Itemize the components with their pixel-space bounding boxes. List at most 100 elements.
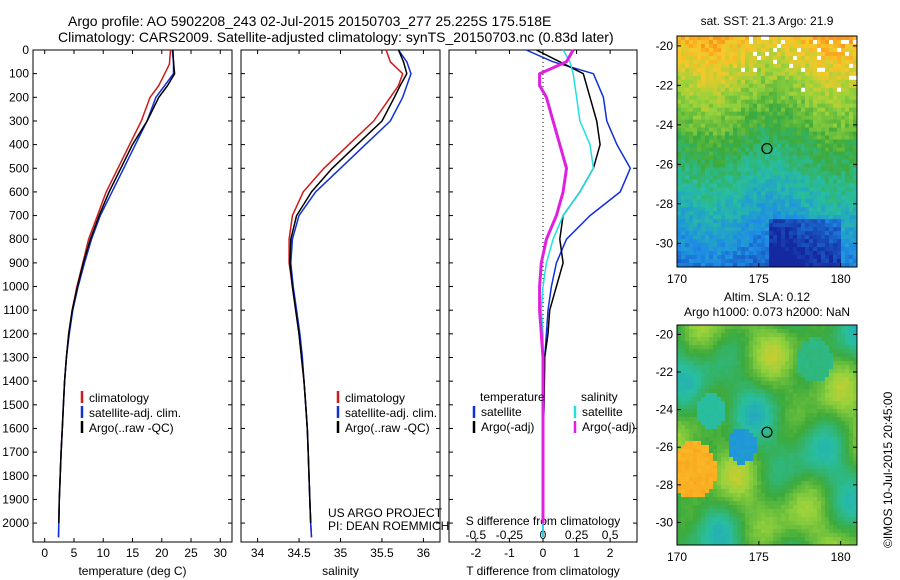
legend-satellite: satellite-adj. clim. [89,406,181,420]
y-tick-label: 1500 [2,398,29,412]
credit-line-2: PI: DEAN ROEMMICH [328,519,449,533]
y-tick-label: 300 [9,114,29,128]
legend-sal-argo: Argo(-adj) [582,420,635,434]
x-tick-label: 10 [97,546,111,560]
map-y-tick-label: -28 [656,478,674,492]
y-tick-label: 1200 [2,327,29,341]
map-y-tick-label: -26 [656,440,674,454]
plot-area [240,49,441,543]
map-frame [676,35,858,268]
x-tick-label: 25 [184,546,198,560]
legend-group-temperature: temperature [480,390,545,404]
map-y-tick-label: -28 [656,197,674,211]
x-axis-label: T difference from climatology [466,564,620,578]
imos-stamp: ©IMOS 10-Jul-2015 20:45:00 [881,391,895,548]
sla-map: 170 175 180 -20 -22 -24 -26 -28 -30 [656,324,858,564]
secondary-x-tick-label: 0.25 [565,528,589,542]
legend-climatology: climatology [89,391,149,405]
sla-map-subtitle: Argo h1000: 0.073 h2000: NaN [684,305,850,319]
x-tick-label: 0 [41,546,48,560]
y-tick-label: 1000 [2,280,29,294]
x-tick-label: 5 [71,546,78,560]
y-tick-label: 800 [9,232,29,246]
legend-climatology: climatology [345,391,405,405]
x-tick-label: 35.5 [370,546,394,560]
y-tick-label: 1900 [2,492,29,506]
legend-argo: Argo(..raw -QC) [89,421,174,435]
map-frame [676,324,858,546]
y-tick-label: 1100 [3,303,29,317]
heatmap-cells [677,36,858,268]
y-tick-label: 1700 [2,445,29,459]
sst-map: 170 175 180 -20 -22 -24 -26 -28 -30 [656,35,858,286]
salinity-legend: climatology satellite-adj. clim. Argo(..… [336,391,437,435]
x-tick-label: 0 [540,546,547,560]
y-tick-label: 700 [9,209,29,223]
map-y-tick-label: -20 [656,327,674,341]
map-y-tick-label: -24 [656,118,674,132]
x-tick-label: 34.5 [287,546,311,560]
series-line-argoadj [538,49,575,524]
map-y-tick-label: -22 [656,78,674,92]
heatmap-cells [677,325,858,546]
y-tick-label: 400 [9,138,29,152]
map-x-tick-label: 170 [667,550,687,564]
y-tick-label: 1300 [2,351,29,365]
x-tick-label: 34 [251,546,265,560]
y-tick-label: 200 [9,90,29,104]
x-tick-label: 20 [155,546,169,560]
secondary-x-tick-label: -0.5 [466,528,487,542]
y-tick-label: 600 [9,185,29,199]
map-y-tick-label: -30 [656,236,674,250]
y-tick-label: 900 [9,256,29,270]
y-tick-label: 1800 [2,469,29,483]
header-line-1: Argo profile: AO 5902208_243 02-Jul-2015… [68,13,551,29]
legend-group-salinity: salinity [581,390,618,404]
map-y-tick-label: -26 [656,157,674,171]
legend-temp-satellite: satellite [481,405,522,419]
y-tick-label: 1400 [2,374,29,388]
sla-map-title: Altim. SLA: 0.12 [724,290,810,304]
y-tick-label: 1600 [2,421,29,435]
map-y-tick-label: -24 [656,403,674,417]
x-tick-label: -1 [504,546,515,560]
y-tick-label: 100 [9,67,29,81]
x-tick-label: 36 [417,546,431,560]
secondary-x-tick-label: 0.5 [602,528,619,542]
map-x-tick-label: 170 [667,272,687,286]
difference-legend: temperature satellite Argo(-adj) salinit… [472,390,635,434]
temperature-legend: climatology satellite-adj. clim. Argo(..… [80,391,181,435]
x-axis-label: temperature (deg C) [78,564,186,578]
y-tick-label: 2000 [2,516,29,530]
x-tick-label: 35 [334,546,348,560]
x-axis-label: salinity [322,564,359,578]
series-line-argoadj [535,49,601,524]
series-line-argorawqc [58,49,176,524]
temperature-panel: 0 5 10 15 20 25 300100200300400500600700800900… [2,43,233,578]
map-y-tick-label: -20 [656,39,674,53]
x-tick-label: 30 [214,546,228,560]
legend-sal-satellite: satellite [582,405,623,419]
map-x-tick-label: 175 [749,550,769,564]
y-tick-label: 0 [22,43,29,57]
legend-satellite: satellite-adj. clim. [345,406,437,420]
x-tick-label: 2 [607,546,614,560]
plot-area [32,49,233,543]
map-x-tick-label: 175 [749,272,769,286]
legend-argo: Argo(..raw -QC) [345,421,430,435]
secondary-x-tick-label: -0.25 [496,528,524,542]
legend-temp-argo: Argo(-adj) [481,420,534,434]
map-x-tick-label: 180 [831,550,851,564]
header-line-2: Climatology: CARS2009. Satellite-adjuste… [58,29,614,45]
x-tick-label: 1 [573,546,580,560]
map-x-tick-label: 180 [831,272,851,286]
difference-panel: -2 -1 0 1 2 T difference from climatology -0.5… [448,49,638,578]
series-line-argorawqc [289,49,408,524]
sst-map-title: sat. SST: 21.3 Argo: 21.9 [701,14,834,28]
x-tick-label: -2 [471,546,482,560]
argo-position-marker [761,142,773,155]
credit-line-1: US ARGO PROJECT [328,506,443,520]
y-tick-label: 500 [9,161,29,175]
salinity-panel: 34 34.5 35 35.5 36 salinity [240,49,441,578]
